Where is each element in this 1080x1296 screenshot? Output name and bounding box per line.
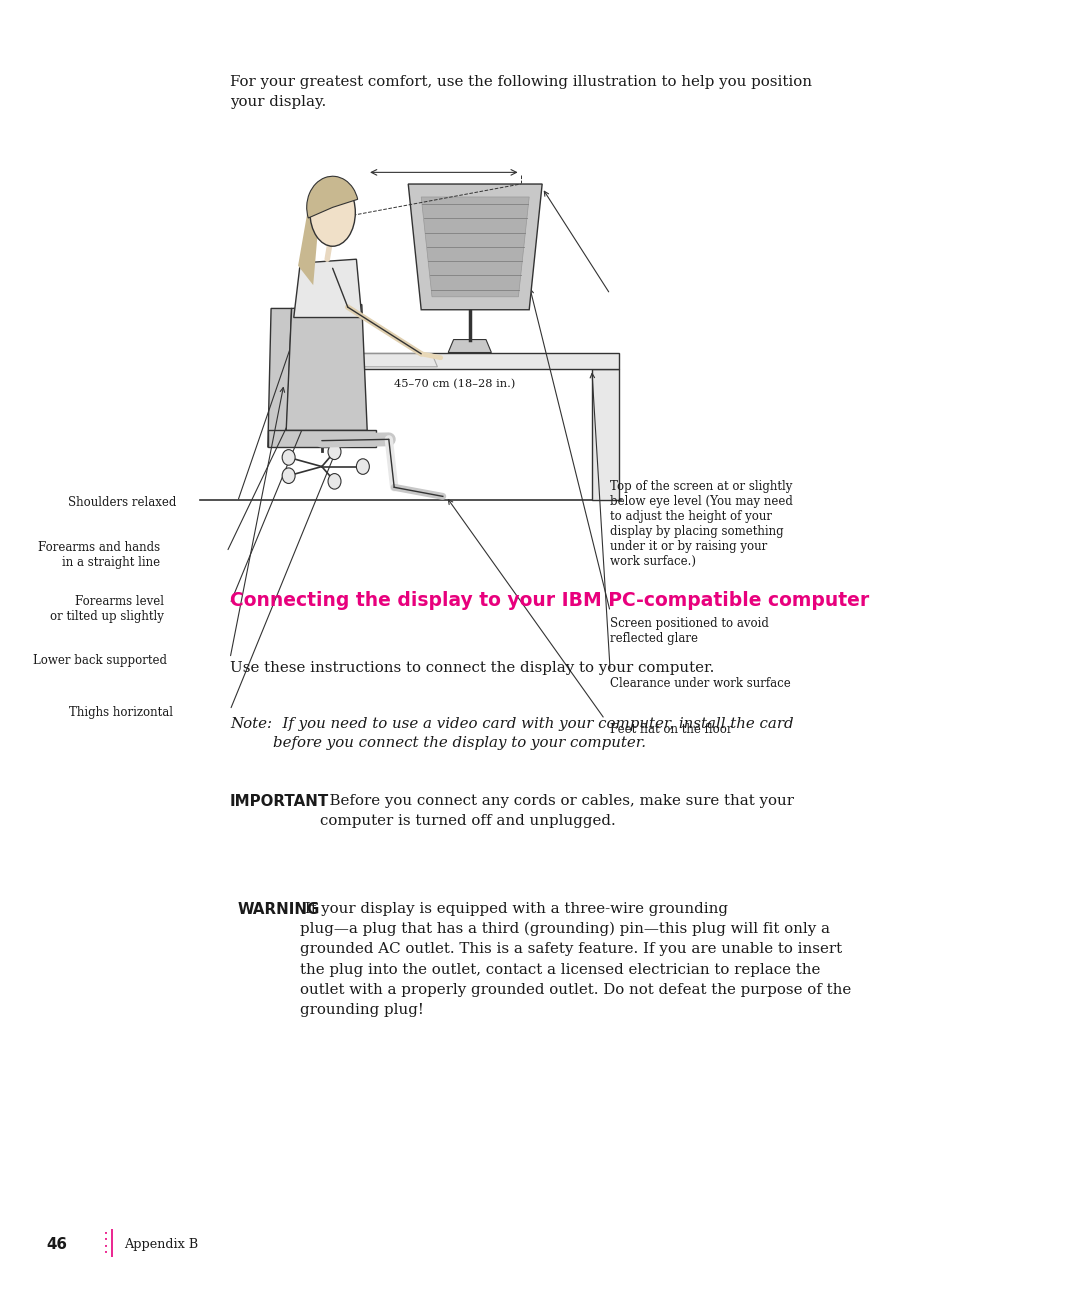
Polygon shape bbox=[268, 308, 292, 447]
Circle shape bbox=[328, 473, 341, 489]
Text: Forearms level
or tilted up slightly: Forearms level or tilted up slightly bbox=[51, 595, 164, 623]
Text: Feet flat on the floor: Feet flat on the floor bbox=[610, 723, 732, 736]
Circle shape bbox=[282, 468, 295, 483]
Wedge shape bbox=[307, 176, 357, 218]
Text: •: • bbox=[104, 1251, 108, 1256]
Text: 45–70 cm (18–28 in.): 45–70 cm (18–28 in.) bbox=[394, 378, 515, 389]
Text: IMPORTANT: IMPORTANT bbox=[230, 794, 329, 810]
Text: Note:: Note: bbox=[230, 717, 272, 731]
Text: •: • bbox=[104, 1238, 108, 1243]
Polygon shape bbox=[335, 354, 437, 367]
Polygon shape bbox=[408, 184, 542, 310]
Polygon shape bbox=[286, 305, 367, 430]
Text: If your display is equipped with a three-wire grounding
plug—a plug that has a t: If your display is equipped with a three… bbox=[300, 902, 851, 1016]
Circle shape bbox=[282, 450, 295, 465]
Text: Lower back supported: Lower back supported bbox=[33, 654, 167, 667]
Text: For your greatest comfort, use the following illustration to help you position
y: For your greatest comfort, use the follo… bbox=[230, 75, 812, 109]
Polygon shape bbox=[421, 197, 529, 297]
Polygon shape bbox=[592, 369, 619, 500]
Text: Top of the screen at or slightly
below eye level (You may need
to adjust the hei: Top of the screen at or slightly below e… bbox=[610, 480, 793, 568]
Text: Before you connect any cords or cables, make sure that your
computer is turned o: Before you connect any cords or cables, … bbox=[320, 794, 794, 828]
Circle shape bbox=[356, 459, 369, 474]
Ellipse shape bbox=[310, 179, 355, 246]
Polygon shape bbox=[448, 340, 491, 353]
Text: Forearms and hands
in a straight line: Forearms and hands in a straight line bbox=[38, 540, 160, 569]
Text: WARNING: WARNING bbox=[238, 902, 321, 916]
Text: Thighs horizontal: Thighs horizontal bbox=[69, 706, 173, 719]
Text: Shoulders relaxed: Shoulders relaxed bbox=[68, 496, 176, 509]
Text: Connecting the display to your IBM PC-compatible computer: Connecting the display to your IBM PC-co… bbox=[230, 591, 869, 610]
Text: Use these instructions to connect the display to your computer.: Use these instructions to connect the di… bbox=[230, 661, 714, 675]
Text: 46: 46 bbox=[46, 1236, 67, 1252]
Text: •: • bbox=[104, 1231, 108, 1236]
Polygon shape bbox=[298, 210, 320, 285]
Text: If you need to use a video card with your computer, install the card
before you : If you need to use a video card with you… bbox=[273, 717, 794, 750]
Text: Screen positioned to avoid
reflected glare: Screen positioned to avoid reflected gla… bbox=[610, 617, 769, 645]
Polygon shape bbox=[294, 259, 362, 318]
Text: Clearance under work surface: Clearance under work surface bbox=[610, 677, 791, 689]
Text: Appendix B: Appendix B bbox=[124, 1238, 199, 1251]
Polygon shape bbox=[268, 430, 376, 447]
Polygon shape bbox=[322, 353, 619, 369]
Text: •: • bbox=[104, 1244, 108, 1249]
Circle shape bbox=[328, 445, 341, 460]
